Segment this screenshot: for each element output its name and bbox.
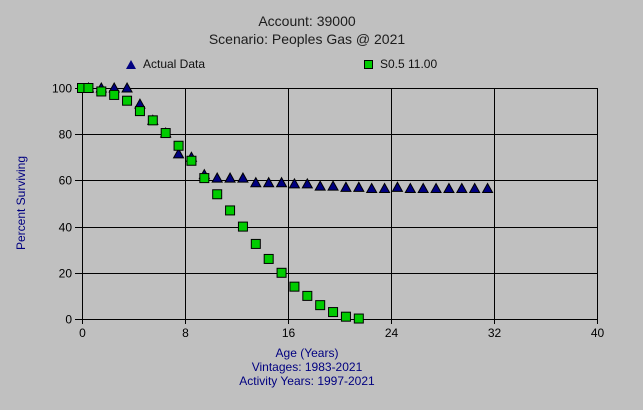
curve-data-point [302, 290, 313, 301]
curve-data-point [276, 267, 287, 278]
legend-label-actual-data: Actual Data [143, 57, 206, 71]
curve-data-point [160, 128, 171, 139]
actual-data-point [172, 147, 185, 159]
actual-data-point [404, 182, 417, 193]
curve-data-point [186, 155, 197, 166]
curve-data-point [173, 140, 184, 151]
x-tick-label: 0 [79, 326, 86, 340]
x-axis-title: Age (Years) [275, 346, 339, 360]
curve-data-point [353, 313, 364, 324]
legend-label-curve: S0.5 11.00 [380, 57, 438, 71]
square-legend-icon [364, 59, 373, 69]
actual-data-point [365, 182, 378, 193]
actual-data-point [430, 182, 442, 193]
actual-data-point [224, 172, 236, 183]
vintages-note: Vintages: 1983-2021 [251, 360, 363, 374]
legend-item-actual-data: Actual Data [126, 57, 205, 71]
legend-item-curve: S0.5 11.00 [364, 57, 437, 71]
actual-data-point [468, 182, 481, 193]
actual-data-point [340, 181, 352, 192]
curve-data-point [212, 189, 223, 200]
plot-frame [82, 88, 598, 320]
actual-data-point [288, 177, 301, 189]
curve-data-point [199, 173, 210, 184]
curve-data-point [237, 221, 248, 232]
actual-data-point [481, 182, 494, 193]
triangle-legend-icon [126, 59, 136, 69]
actual-data-point [275, 176, 288, 188]
y-tick-label: 60 [59, 174, 73, 188]
y-tick-label: 40 [59, 221, 73, 235]
curve-data-point [315, 300, 326, 311]
y-axis-title: Percent Surviving [14, 155, 28, 251]
curve-data-point [250, 238, 261, 249]
actual-data-point [121, 81, 133, 93]
curve-data-point [289, 281, 300, 292]
curve-data-point [328, 307, 339, 318]
actual-data-point [262, 176, 275, 188]
y-tick-label: 100 [52, 82, 72, 96]
actual-data-point [211, 172, 224, 183]
actual-data-point [455, 182, 468, 193]
chart-footer: Age (Years) Vintages: 1983-2021 Activity… [0, 346, 614, 388]
y-tick-label: 80 [59, 128, 73, 142]
curve-data-point [147, 115, 158, 126]
actual-data-point [443, 182, 455, 193]
x-tick-label: 24 [385, 326, 399, 340]
curve-data-point [109, 89, 120, 100]
actual-data-point [237, 172, 249, 183]
x-tick-label: 32 [488, 326, 502, 340]
actual-data-point [301, 177, 314, 189]
actual-data-point [417, 182, 430, 193]
x-tick-label: 16 [282, 326, 296, 340]
curve-data-point [83, 83, 94, 93]
chart-title: Account: 39000 [258, 13, 356, 29]
actual-data-point [327, 180, 339, 191]
actual-data-point [391, 181, 404, 192]
x-tick-label: 40 [591, 326, 605, 340]
activity-years-note: Activity Years: 1997-2021 [239, 374, 375, 388]
actual-data-point [314, 180, 327, 191]
chart-subtitle: Scenario: Peoples Gas @ 2021 [208, 31, 406, 47]
actual-data-point [352, 181, 365, 192]
actual-data-point [378, 182, 391, 193]
curve-data-point [340, 311, 351, 322]
curve-data-point [96, 86, 107, 97]
curve-data-point [225, 205, 236, 216]
y-tick-label: 20 [59, 267, 73, 281]
x-tick-label: 8 [182, 326, 189, 340]
chart-header: Account: 39000 Scenario: Peoples Gas @ 2… [0, 12, 614, 48]
curve-data-point [134, 106, 145, 117]
curve-data-point [263, 253, 274, 264]
actual-data-point [249, 176, 262, 188]
curve-data-point [122, 95, 133, 106]
y-tick-label: 0 [65, 313, 72, 327]
